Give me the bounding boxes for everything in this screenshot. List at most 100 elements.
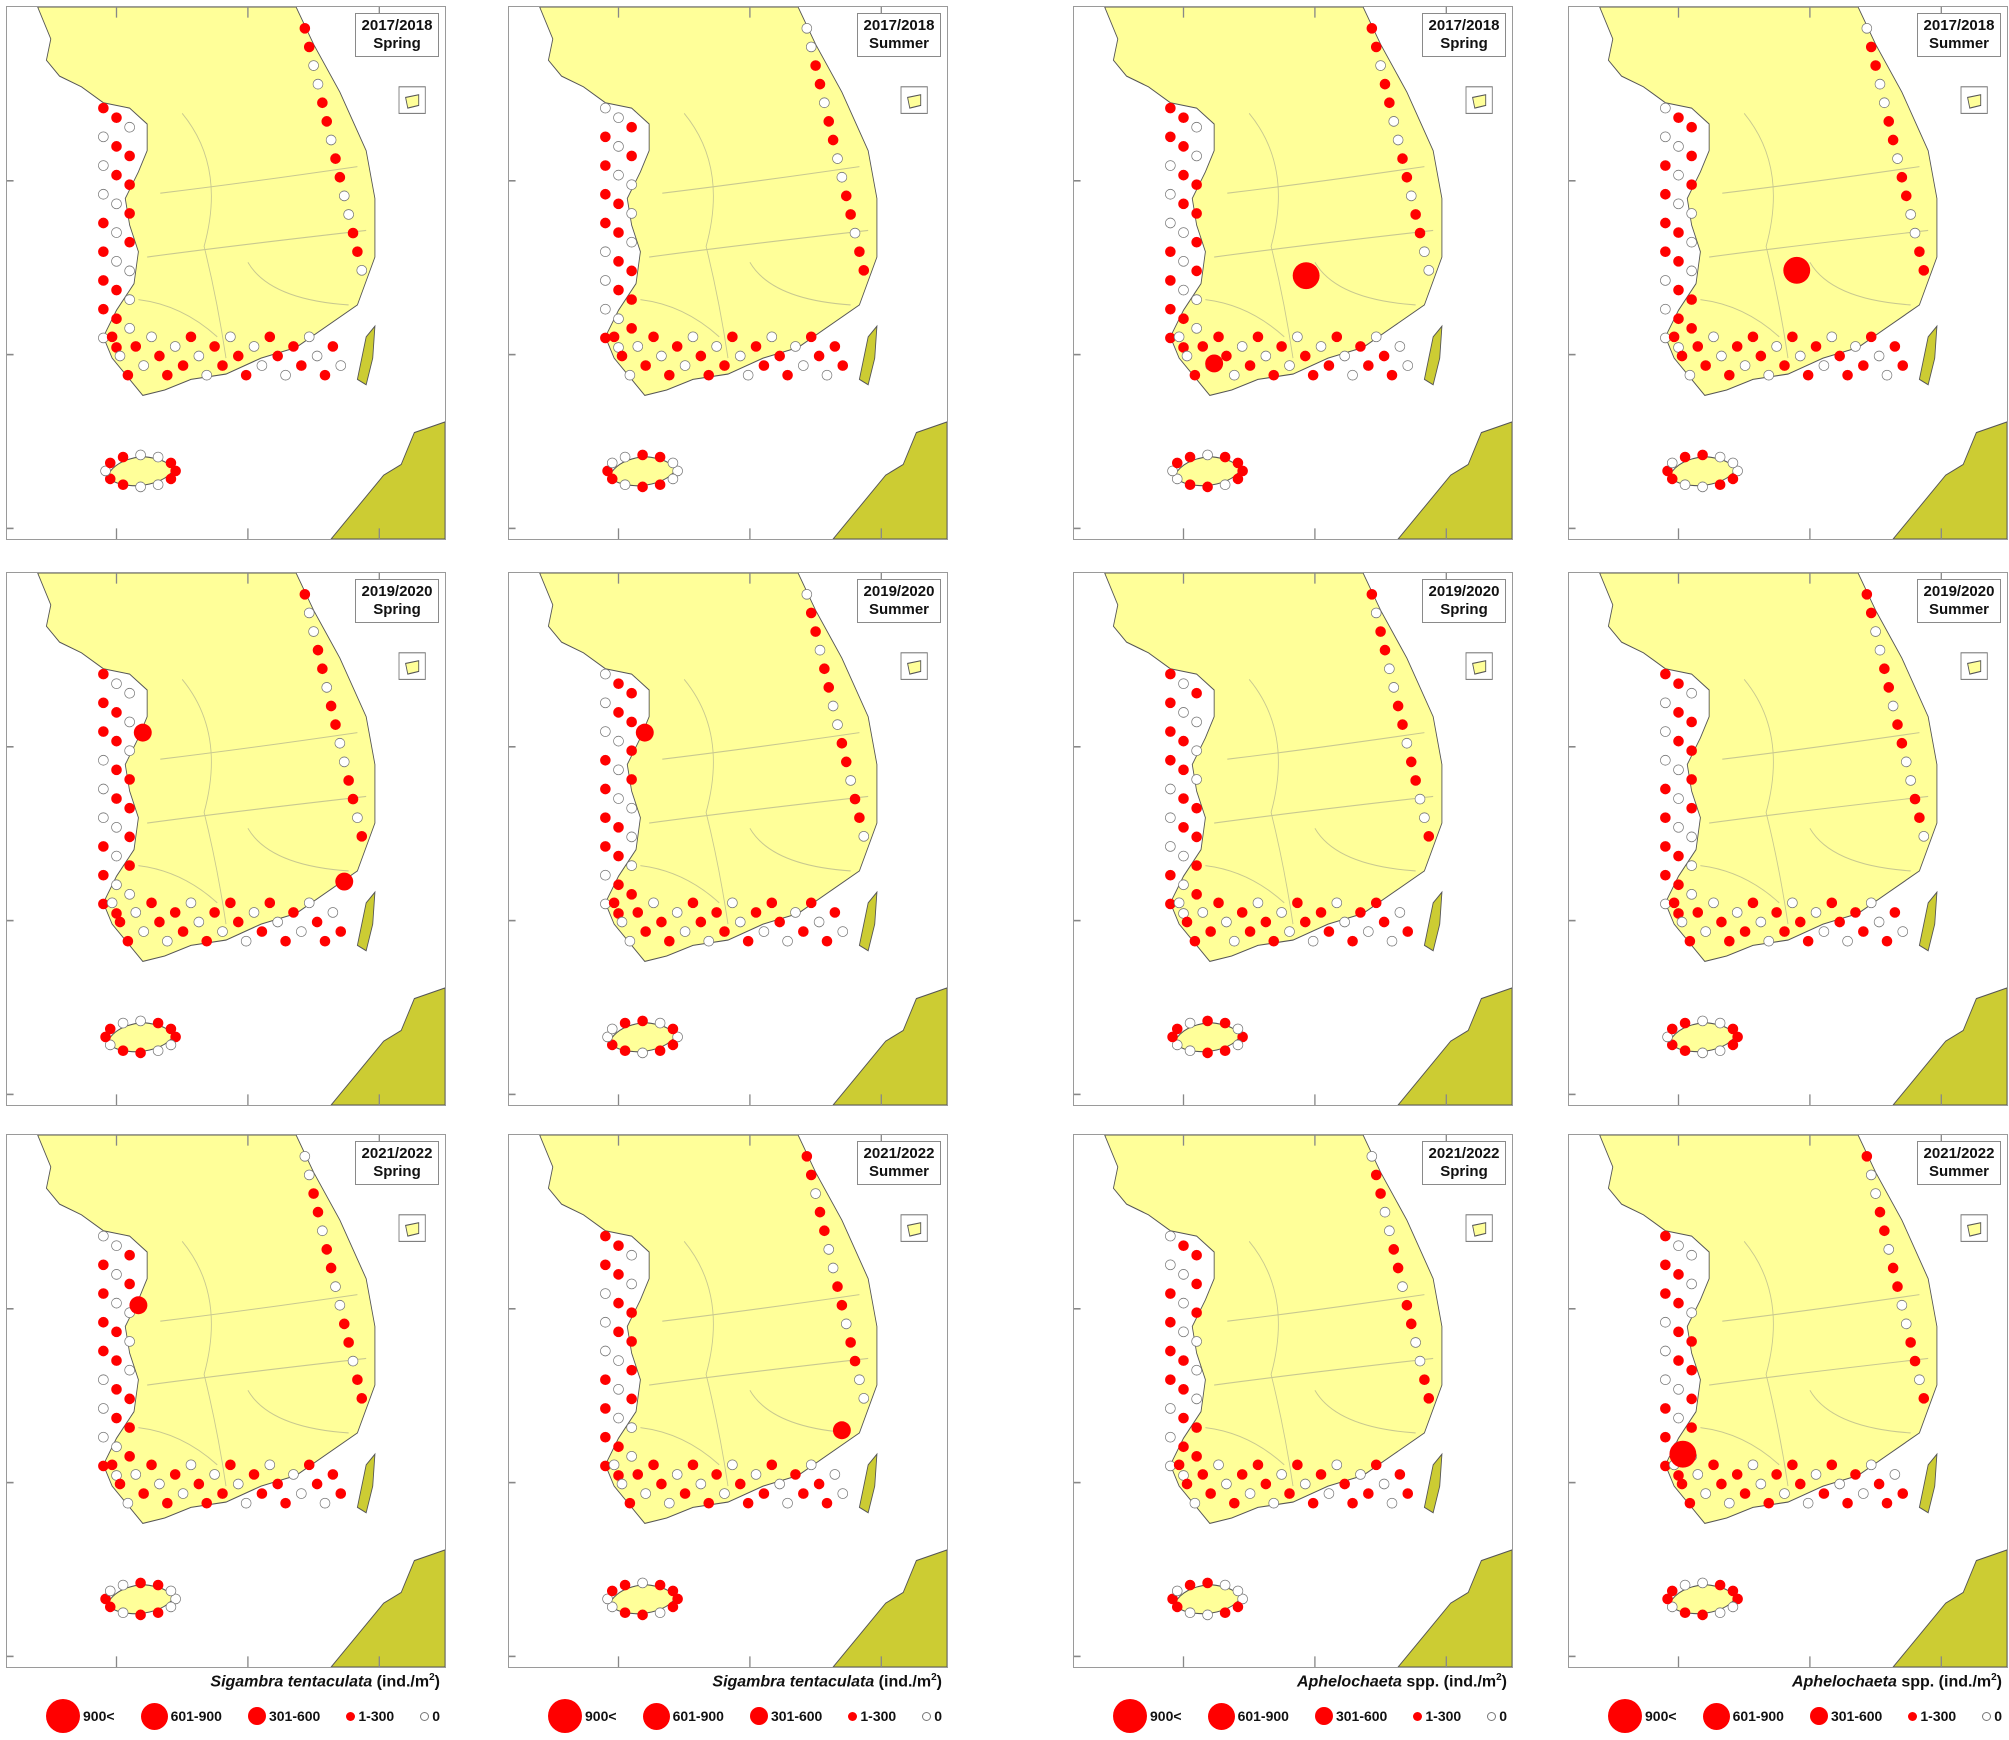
province-border [181,113,227,359]
station-marker-zero [1727,457,1739,469]
station-marker-present [1660,1431,1671,1443]
station-marker-present [162,1497,173,1509]
station-marker-present [837,360,849,371]
station-marker-present [256,1488,268,1499]
station-marker-present [135,1047,146,1059]
station-marker-zero [827,700,839,712]
station-marker-present [1178,313,1189,325]
red-circle-icon [1608,1699,1642,1733]
station-marker-zero [1802,1497,1814,1509]
legend-item: 0 [1982,1708,2002,1724]
station-marker-present [1679,451,1691,463]
station-marker-present [1679,1045,1691,1057]
station-marker-present [104,457,116,469]
station-marker-present [98,217,109,229]
station-marker-zero [1189,1497,1201,1509]
station-marker-zero [679,360,691,371]
red-circle-icon [548,1699,582,1733]
station-marker-zero [124,294,135,305]
station-marker-present [122,369,134,381]
station-marker-zero [758,926,770,937]
station-marker-present [124,774,135,785]
station-marker-present [606,1585,618,1597]
station-marker-zero [1779,1488,1790,1499]
station-marker-zero [296,1488,307,1499]
tsushima-island [356,1452,376,1514]
station-marker-zero [1686,1278,1697,1290]
station-marker-zero [104,1585,116,1597]
station-marker-zero [98,812,109,824]
legend-item: 601-900 [1207,1702,1289,1730]
station-marker-zero [1810,1469,1822,1480]
station-marker-present [1366,588,1378,600]
station-marker-zero [1787,897,1798,909]
legend-label: 0 [432,1708,440,1724]
station-marker-present [849,793,861,805]
station-marker-present [814,78,826,90]
station-marker-zero [117,1017,129,1029]
station-marker-present [613,227,624,238]
station-marker-zero [1307,935,1319,947]
station-marker-present [1191,1307,1202,1319]
station-marker-present [1184,451,1196,463]
station-marker-present [1423,831,1435,842]
province-border [1205,1427,1285,1466]
station-marker-present [1191,1278,1202,1290]
station-marker-present [1673,707,1684,718]
panel-season: Spring [373,601,421,618]
station-marker-zero [280,369,291,381]
station-marker-present [321,1244,332,1255]
station-marker-present [654,1579,666,1591]
station-marker-present [1260,916,1272,928]
station-marker-present [735,1478,746,1490]
legend-label: 900< [585,1708,617,1724]
station-marker-present [1909,793,1921,805]
station-marker-present [124,860,135,871]
station-marker-present [608,331,620,343]
station-marker-zero [165,1039,177,1051]
station-marker-present [1178,1441,1189,1453]
legend-item: 601-900 [140,1702,222,1730]
province-border [1709,1357,1929,1386]
province-border [749,828,851,872]
station-marker-zero [111,1441,122,1453]
station-marker-present [1410,209,1421,220]
station-marker-present [165,1023,177,1035]
panel-title-box: 2019/2020 Summer [857,579,941,623]
station-marker-present [1406,1318,1417,1330]
station-marker-zero [106,897,118,909]
station-marker-zero [1178,678,1189,689]
station-marker-present [1896,737,1908,749]
station-marker-present [790,1469,801,1480]
station-marker-present [774,916,785,928]
station-marker-zero [841,1318,852,1330]
station-marker-present [1165,332,1176,344]
korea-landmass [1104,573,1443,962]
tsushima-island [356,890,376,952]
station-marker-present [626,294,637,305]
station-marker-present [111,1412,122,1424]
legend-label: 601-900 [1732,1708,1784,1724]
station-marker-present [667,1023,679,1035]
station-marker-present [1307,369,1319,381]
station-marker-present [613,284,624,296]
abundance-legend: Aphelochaeta spp. (ind./m2) 900< 601-900 30… [1568,1670,2008,1740]
station-marker-zero [1865,1459,1877,1471]
station-marker-present [288,907,299,918]
station-marker-present [1165,1316,1176,1328]
station-marker-present [798,926,809,937]
station-marker-present [1347,1497,1358,1509]
station-marker-zero [1842,935,1853,947]
station-marker-present [280,935,291,947]
station-marker-zero [1714,1017,1726,1029]
province-border [247,262,349,306]
station-marker-present [98,898,109,910]
station-marker-present [152,1579,164,1591]
jeju-island [107,456,174,487]
station-marker-present [719,360,730,371]
station-marker-zero [801,588,813,600]
station-marker-zero [1660,1345,1671,1357]
station-marker-present [98,841,109,852]
station-marker-zero [1660,726,1671,737]
station-marker-present [813,1478,825,1490]
